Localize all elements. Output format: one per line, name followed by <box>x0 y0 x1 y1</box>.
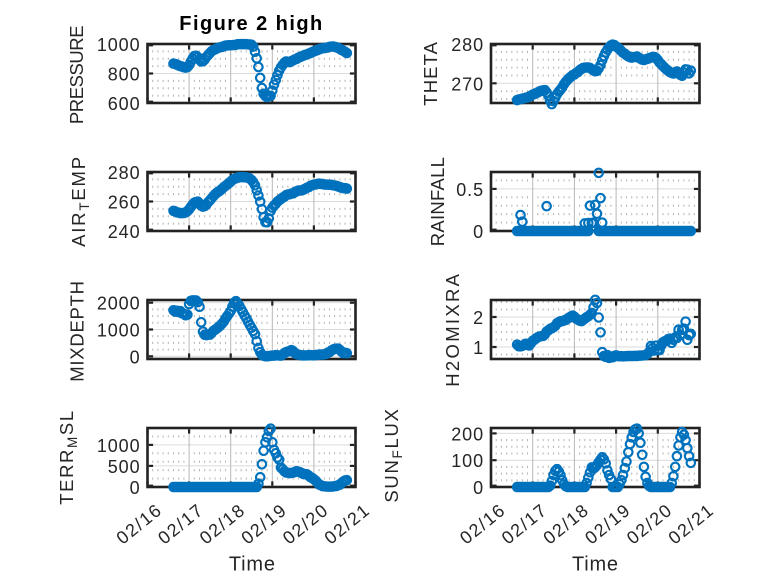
svg-text:280: 280 <box>108 163 141 183</box>
svg-text:280: 280 <box>451 35 484 55</box>
svg-text:2000: 2000 <box>97 294 141 314</box>
svg-text:1: 1 <box>473 338 484 358</box>
svg-text:H2OMIXRA: H2OMIXRA <box>442 272 463 387</box>
svg-text:THETA: THETA <box>420 41 441 106</box>
svg-text:PRESSURE: PRESSURE <box>66 26 87 124</box>
svg-text:0: 0 <box>473 478 484 498</box>
svg-text:AIRTEMP: AIRTEMP <box>68 155 92 247</box>
svg-text:Figure 2 high: Figure 2 high <box>179 13 323 35</box>
svg-text:1000: 1000 <box>97 321 141 341</box>
svg-text:SUNFLUX: SUNFLUX <box>381 407 405 502</box>
svg-text:600: 600 <box>108 94 141 114</box>
svg-text:TERRMSL: TERRMSL <box>56 409 80 504</box>
svg-text:100: 100 <box>451 451 484 471</box>
svg-text:270: 270 <box>451 74 484 94</box>
svg-text:Time: Time <box>229 554 276 576</box>
svg-text:1000: 1000 <box>97 35 141 55</box>
svg-text:800: 800 <box>108 65 141 85</box>
svg-text:Time: Time <box>572 554 619 576</box>
svg-text:500: 500 <box>108 457 141 477</box>
svg-text:0: 0 <box>130 478 141 498</box>
svg-text:RAINFALL: RAINFALL <box>427 157 448 246</box>
svg-text:1000: 1000 <box>97 436 141 456</box>
svg-text:2: 2 <box>473 308 484 328</box>
svg-text:0: 0 <box>130 347 141 367</box>
svg-text:0: 0 <box>473 222 484 242</box>
svg-text:240: 240 <box>108 222 141 242</box>
svg-text:200: 200 <box>451 424 484 444</box>
svg-text:MIXDEPTH: MIXDEPTH <box>67 280 88 382</box>
svg-text:260: 260 <box>108 193 141 213</box>
svg-text:0.5: 0.5 <box>456 180 484 200</box>
